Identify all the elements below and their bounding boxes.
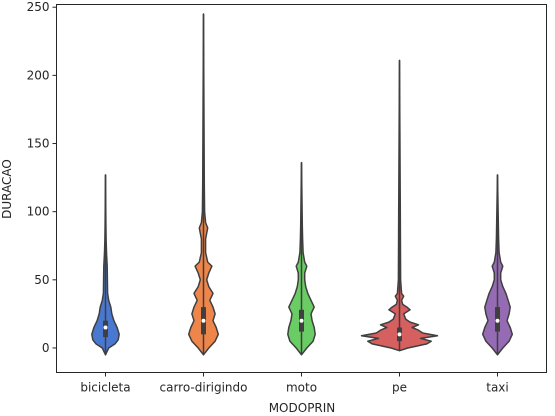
y-tick-label: 150 [27, 137, 50, 151]
y-tick-label: 250 [27, 0, 50, 14]
x-tick-label: bicicleta [80, 381, 130, 395]
x-tick-label: moto [286, 381, 317, 395]
x-tick-label: carro-dirigindo [160, 381, 248, 395]
y-tick-label: 100 [27, 205, 50, 219]
x-tick-label: taxi [486, 381, 509, 395]
x-axis: bicicleta carro-dirigindo moto pe taxi [80, 372, 509, 395]
x-axis-title: MODOPRIN [269, 401, 336, 415]
median-point-moto [299, 318, 304, 323]
median-point-taxi [495, 318, 500, 323]
y-tick-label: 200 [27, 68, 50, 82]
violins-layer [91, 13, 514, 356]
y-tick-label: 50 [34, 273, 49, 287]
median-point-carro-dirigindo [201, 318, 206, 323]
y-tick-label: 0 [42, 341, 50, 355]
median-point-bicicleta [103, 325, 108, 330]
median-point-pe [397, 332, 402, 337]
x-tick-label: pe [392, 381, 407, 395]
y-axis-title: DURACAO [0, 159, 14, 219]
y-axis: 0 50 100 150 200 250 [27, 0, 57, 355]
